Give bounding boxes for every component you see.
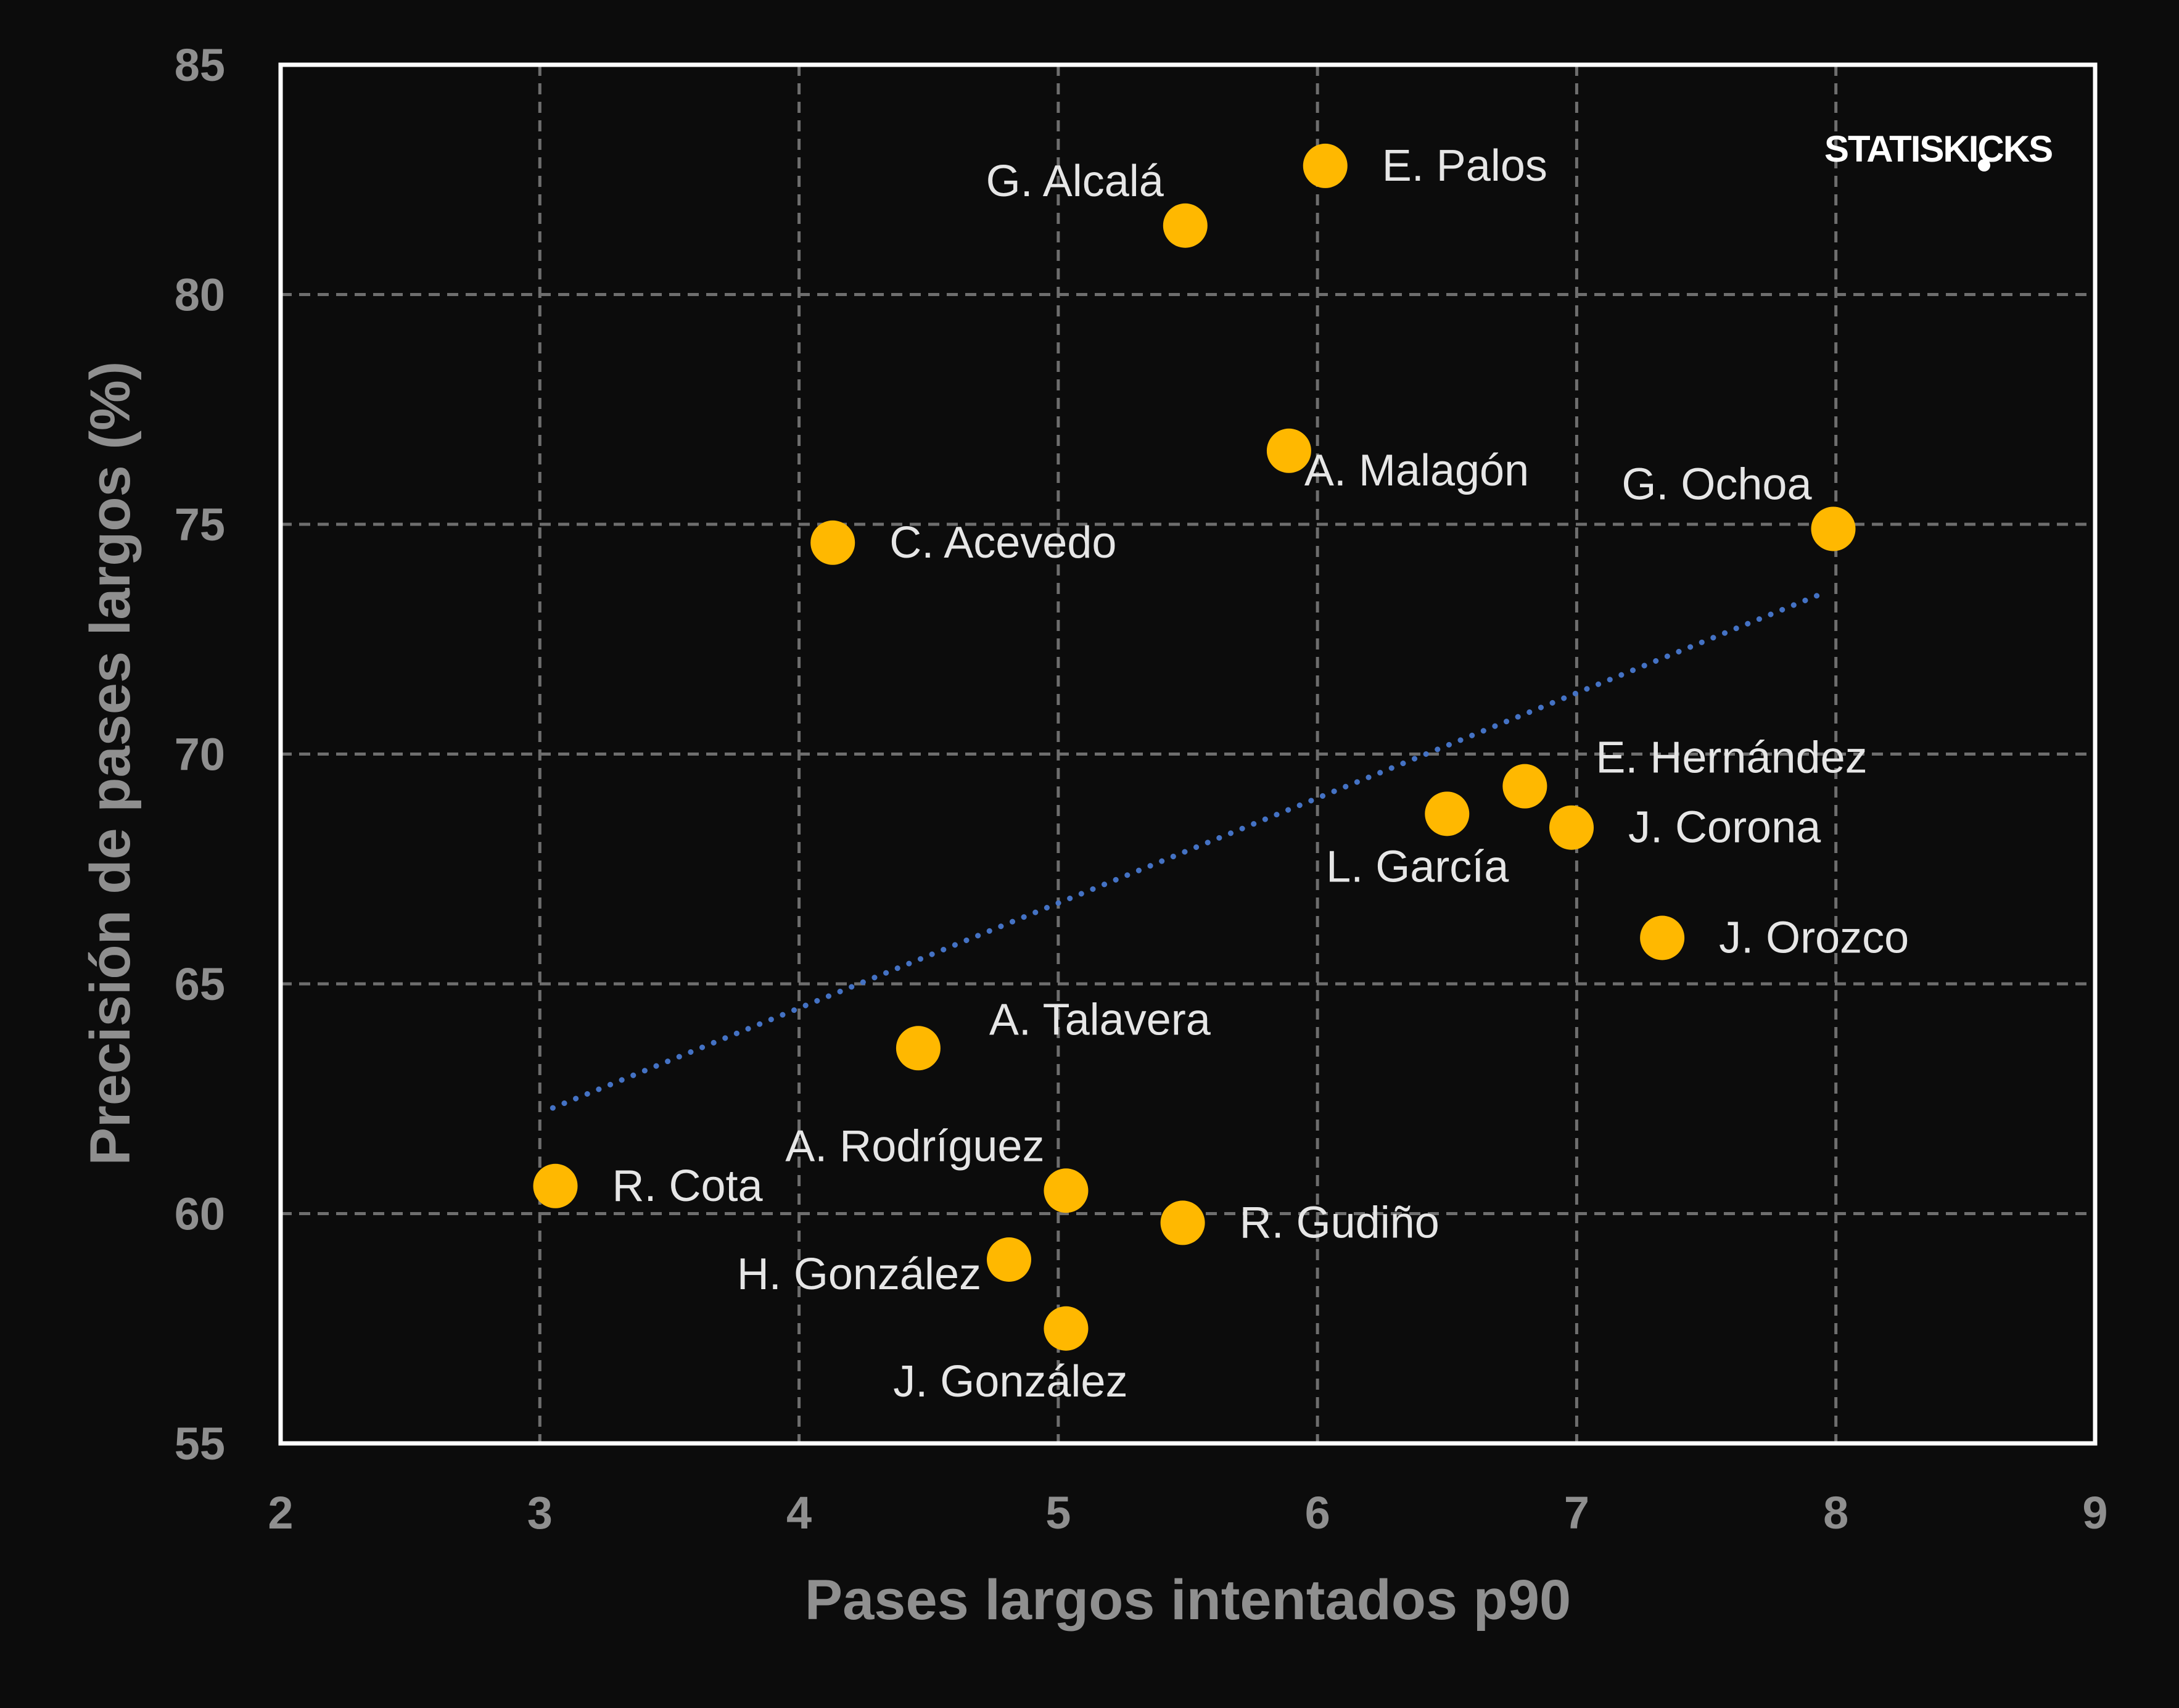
data-label: E. Palos <box>1382 141 1547 191</box>
data-point <box>1549 805 1594 850</box>
x-axis-title: Pases largos intentados p90 <box>805 1569 1571 1632</box>
axis-ticks: 2 3 4 5 6 7 8 9 55 60 65 70 75 80 85 <box>175 39 2108 1538</box>
statiskicks-logo: STATISKICKS <box>1824 128 2053 171</box>
y-tick-label: 60 <box>175 1189 225 1240</box>
y-tick-label: 85 <box>175 39 225 91</box>
x-tick-label: 7 <box>1564 1487 1589 1538</box>
data-label: C. Acevedo <box>889 518 1116 567</box>
data-point <box>896 1026 941 1071</box>
data-point <box>1163 203 1208 248</box>
y-tick-label: 65 <box>175 959 225 1010</box>
data-label: J. Corona <box>1628 803 1821 852</box>
x-tick-label: 3 <box>527 1487 553 1538</box>
data-labels: E. Palos G. Alcalá A. Malagón G. Ochoa C. Ac… <box>612 141 1909 1406</box>
data-label: E. Hernández <box>1596 733 1867 783</box>
x-tick-label: 5 <box>1045 1487 1071 1538</box>
data-label: L. García <box>1326 842 1509 891</box>
data-label: A. Rodríguez <box>785 1121 1044 1171</box>
x-tick-label: 2 <box>268 1487 293 1538</box>
data-point <box>1303 143 1348 188</box>
x-tick-label: 4 <box>786 1487 812 1538</box>
data-label: R. Cota <box>612 1161 764 1211</box>
data-point <box>987 1237 1032 1282</box>
logo-ball-icon <box>1978 159 1990 171</box>
data-point <box>1640 915 1685 960</box>
data-point <box>810 520 855 565</box>
data-label: A. Malagón <box>1304 446 1529 495</box>
x-tick-label: 6 <box>1305 1487 1330 1538</box>
data-label: A. Talavera <box>989 995 1211 1044</box>
y-axis-title: Precisión de pases largos (%) <box>79 361 142 1166</box>
data-label: J. González <box>893 1357 1127 1406</box>
y-tick-label: 80 <box>175 270 225 321</box>
x-tick-label: 8 <box>1823 1487 1848 1538</box>
data-label: R. Gudiño <box>1240 1198 1440 1247</box>
data-point <box>1044 1306 1089 1351</box>
data-point <box>1266 428 1311 473</box>
plot-frame <box>278 62 2098 1446</box>
data-point <box>1502 764 1547 809</box>
data-point <box>1044 1168 1089 1213</box>
data-points <box>533 143 1856 1351</box>
x-tick-label: 9 <box>2082 1487 2107 1538</box>
y-tick-label: 70 <box>175 729 225 780</box>
data-label: H. González <box>737 1250 981 1299</box>
watermark-text: STATISKICKS <box>1824 128 2052 170</box>
data-label: J. Orozco <box>1719 914 1909 963</box>
data-point <box>533 1163 578 1208</box>
data-point <box>1811 506 1856 551</box>
trendline <box>550 590 1826 1111</box>
y-tick-label: 55 <box>175 1418 225 1469</box>
y-tick-label: 75 <box>175 499 225 550</box>
data-point <box>1425 791 1470 836</box>
data-point <box>1160 1200 1205 1245</box>
data-label: G. Alcalá <box>986 157 1164 206</box>
data-label: G. Ochoa <box>1621 460 1812 509</box>
